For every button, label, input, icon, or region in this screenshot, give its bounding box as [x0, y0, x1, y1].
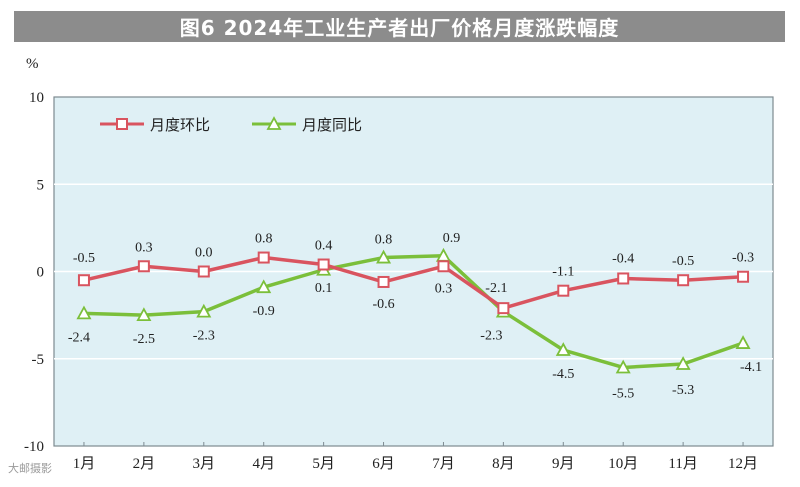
watermark: 大邮摄影 [8, 462, 52, 475]
data-point-yoy [615, 359, 631, 374]
x-tick-label: 7月 [432, 456, 455, 472]
x-tick-label: 8月 [492, 456, 515, 472]
data-label-mom: -0.5 [672, 254, 694, 269]
data-label-mom: -0.6 [372, 297, 394, 312]
data-label-mom: -2.1 [485, 281, 507, 296]
data-label-mom: 0.3 [135, 240, 153, 255]
x-tick-label: 11月 [668, 456, 697, 472]
y-unit-label: % [26, 56, 39, 72]
data-point-mom [557, 284, 570, 297]
x-tick-label: 6月 [372, 456, 395, 472]
data-point-mom [77, 274, 90, 287]
data-label-yoy: -5.5 [612, 386, 634, 401]
data-label-yoy: -2.3 [480, 329, 502, 344]
data-point-mom [197, 265, 210, 278]
y-tick-label: -10 [24, 439, 44, 455]
y-tick-label: 0 [37, 265, 45, 281]
data-label-mom: -1.1 [552, 265, 574, 280]
data-point-yoy [196, 303, 212, 318]
data-point-yoy [76, 305, 92, 320]
x-tick-label: 1月 [73, 456, 96, 472]
y-tick-label: -5 [32, 352, 45, 368]
chart-title: 图6 2024年工业生产者出厂价格月度涨跌幅度 [179, 16, 620, 40]
chart-title-bar: 图6 2024年工业生产者出厂价格月度涨跌幅度 [14, 11, 785, 42]
data-point-mom [257, 251, 270, 264]
data-point-yoy [735, 335, 751, 349]
data-label-yoy: -5.3 [672, 383, 694, 398]
data-label-yoy: -2.3 [193, 329, 215, 344]
data-label-yoy: 0.1 [315, 281, 333, 296]
data-label-yoy: -0.9 [253, 304, 275, 319]
data-label-mom: 0.3 [435, 281, 453, 296]
data-point-yoy [555, 342, 571, 356]
data-label-yoy: -4.5 [552, 367, 574, 382]
data-label-yoy: 0.8 [375, 233, 393, 248]
x-tick-label: 10月 [608, 456, 638, 472]
data-label-mom: -0.5 [73, 251, 95, 266]
data-point-yoy [136, 307, 152, 322]
legend-marker-triangle [266, 116, 282, 130]
data-point-yoy [256, 279, 272, 294]
data-point-yoy [675, 356, 691, 370]
y-tick-label: 5 [37, 177, 45, 193]
data-label-mom: -0.4 [612, 251, 634, 266]
legend-label: 月度同比 [302, 116, 362, 134]
x-tick-label: 9月 [552, 456, 575, 472]
data-point-mom [317, 258, 330, 271]
data-label-yoy: 0.9 [443, 231, 461, 246]
data-label-yoy: -4.1 [740, 360, 762, 375]
data-point-mom [137, 260, 150, 273]
legend-label: 月度环比 [150, 116, 210, 134]
x-tick-label: 2月 [133, 456, 156, 472]
data-label-yoy: -2.4 [68, 330, 90, 345]
series-line-yoy [83, 254, 744, 370]
data-point-mom [377, 275, 390, 288]
data-point-mom [497, 302, 510, 315]
data-point-mom [737, 270, 750, 283]
x-tick-label: 5月 [312, 456, 335, 472]
y-tick-label: 10 [29, 90, 44, 106]
legend-marker-square [116, 118, 128, 130]
data-label-mom: 0.4 [315, 239, 333, 254]
x-tick-label: 3月 [193, 456, 216, 472]
data-point-yoy [376, 249, 392, 264]
data-label-mom: 0.8 [255, 232, 273, 247]
data-point-mom [677, 274, 690, 287]
data-label-yoy: -2.5 [133, 332, 155, 347]
data-label-mom: 0.0 [195, 246, 213, 261]
data-point-mom [617, 272, 630, 285]
data-point-mom [437, 260, 450, 273]
data-label-mom: -0.3 [732, 251, 754, 266]
series-line-mom [83, 255, 744, 310]
x-tick-label: 4月 [252, 456, 275, 472]
x-tick-label: 12月 [728, 456, 758, 472]
